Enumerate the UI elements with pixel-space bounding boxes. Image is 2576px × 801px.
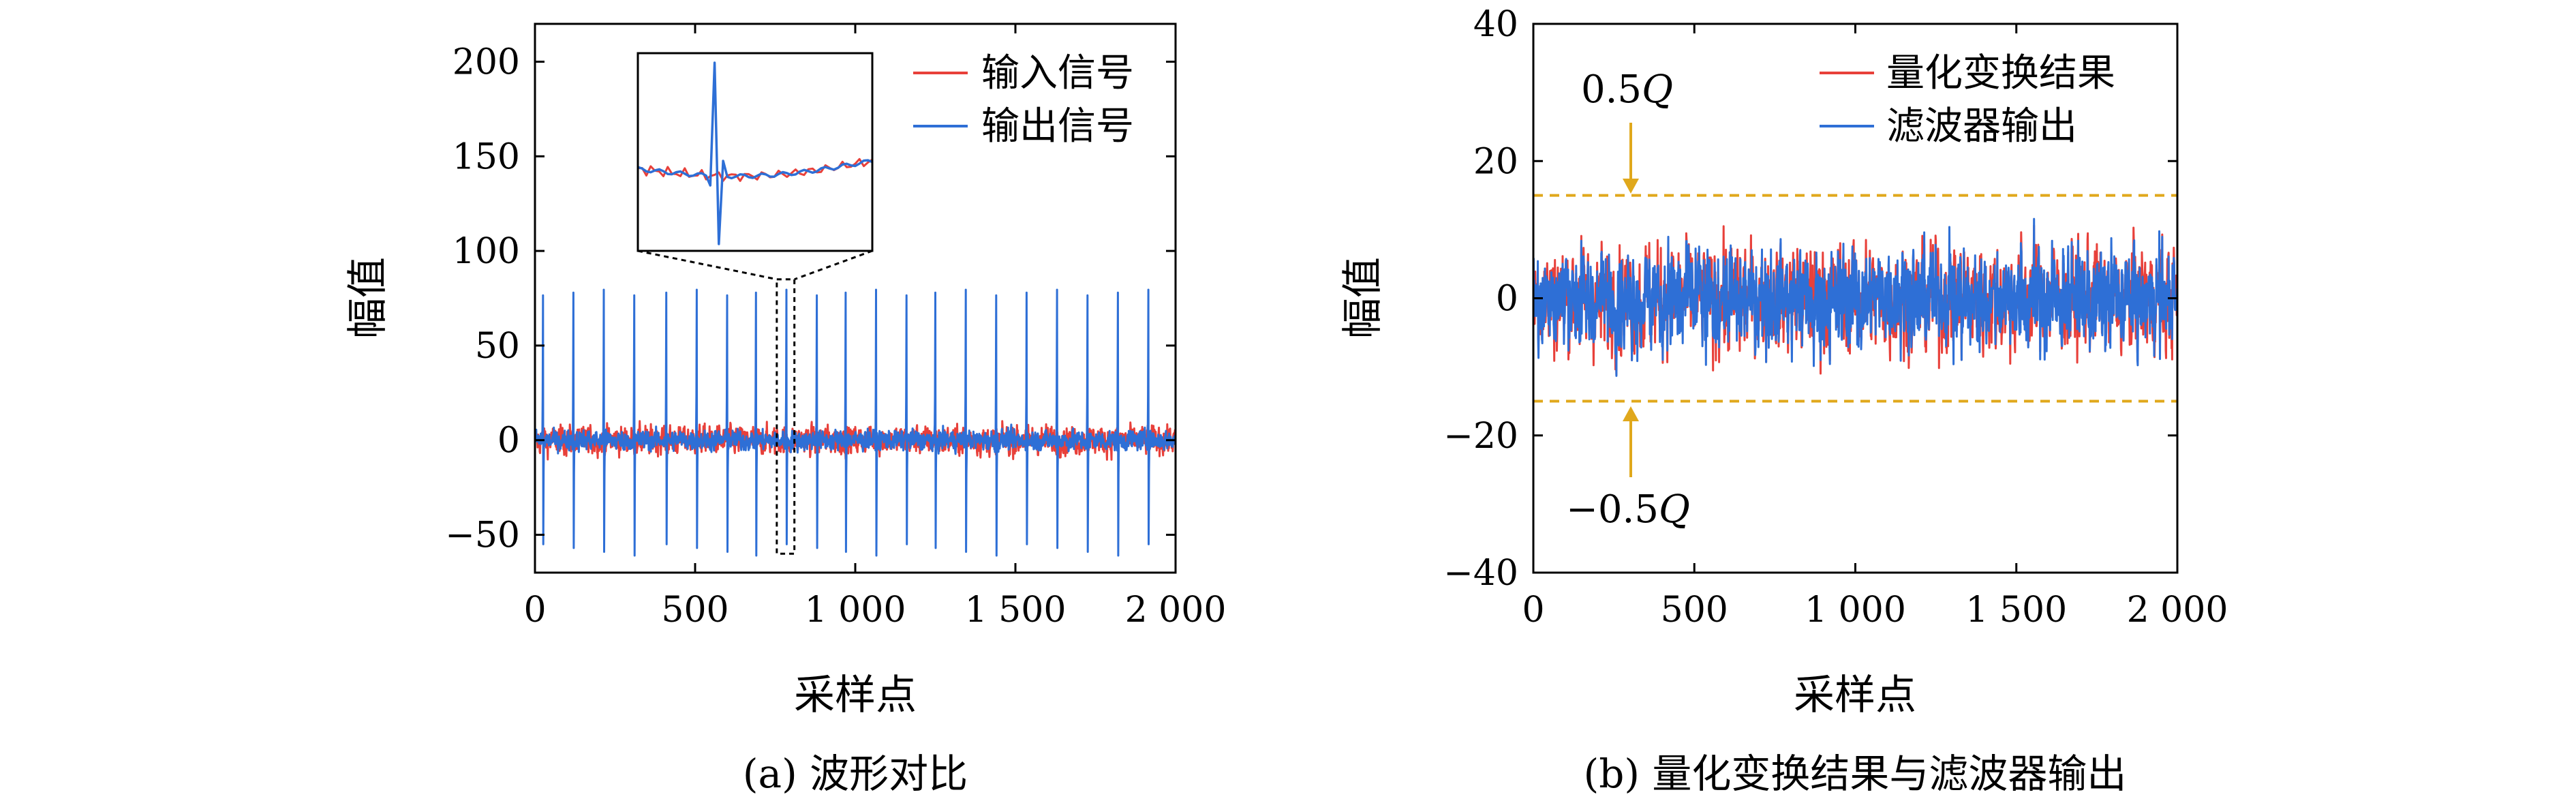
x-axis-label-a: 采样点: [794, 671, 917, 719]
b-xtick-label: 0: [1522, 590, 1544, 631]
legend-b: 量化变换结果 滤波器输出: [1820, 51, 2115, 149]
x-ticks-a: 0 500 1 000 1 500 2 000: [523, 24, 1226, 631]
b-ytick-label: −40: [1443, 553, 1518, 594]
a-ytick-label: 0: [497, 421, 520, 462]
a-xtick-label: 500: [661, 590, 729, 631]
annotation-lower-text: −0.5Q: [1566, 487, 1690, 532]
a-ytick-label: 50: [475, 326, 520, 367]
caption-b: (b) 量化变换结果与滤波器输出: [1584, 751, 2127, 797]
a-ytick-label: −50: [445, 515, 520, 556]
plot-area-b: [1533, 217, 2177, 377]
zoom-connector-right: [794, 250, 873, 281]
x-ticks-b: 0 500 1 000 1 500 2 000: [1522, 24, 2228, 631]
arrow-upper-head: [1623, 179, 1639, 194]
y-axis-label-b: 幅值: [1339, 257, 1387, 339]
b-ytick-label: −20: [1443, 416, 1518, 457]
b-xtick-label: 1 500: [1965, 590, 2067, 631]
chart-panel-b: 0 500 1 000 1 500 2 000 −40 −20 0 20 40 0.5Q −0.…: [1339, 4, 2228, 797]
b-xtick-label: 1 000: [1805, 590, 1906, 631]
a-xtick-label: 0: [523, 590, 546, 631]
zoom-region-box: [776, 278, 796, 555]
inset-line-output: [638, 61, 872, 245]
annotation-lower: −0.5Q: [1566, 406, 1690, 532]
plot-area-a: [535, 288, 1176, 557]
b-ytick-label: 0: [1496, 279, 1518, 320]
legend-label-quantized: 量化变换结果: [1886, 51, 2115, 95]
b-xtick-label: 2 000: [2127, 590, 2228, 631]
a-xtick-label: 2 000: [1125, 590, 1227, 631]
b-ytick-label: 40: [1473, 4, 1518, 45]
a-ytick-label: 100: [453, 231, 520, 272]
legend-label-output: 输出信号: [981, 104, 1134, 149]
legend-a: 输入信号 输出信号: [913, 51, 1134, 149]
reference-lines: [1533, 194, 2177, 403]
a-ytick-label: 200: [453, 42, 520, 83]
y-ticks-b: −40 −20 0 20 40: [1443, 4, 2177, 594]
y-ticks-a: −50 0 50 100 150 200: [445, 42, 1176, 556]
inset-plot: [637, 52, 874, 252]
y-axis-label-a: 幅值: [344, 257, 392, 339]
b-ytick-label: 20: [1473, 141, 1518, 182]
series-line-output: [535, 288, 1176, 557]
inset-series: [638, 61, 872, 245]
annotation-upper: 0.5Q: [1581, 67, 1673, 194]
legend-label-input: 输入信号: [981, 51, 1134, 95]
inset-frame: [637, 52, 874, 252]
arrow-lower-head: [1623, 406, 1639, 421]
a-xtick-label: 1 500: [965, 590, 1067, 631]
annotation-upper-text: 0.5Q: [1581, 67, 1673, 112]
x-axis-label-b: 采样点: [1794, 671, 1916, 719]
a-xtick-label: 1 000: [805, 590, 906, 631]
series-line-filter: [1533, 217, 2177, 377]
legend-label-filter: 滤波器输出: [1886, 104, 2077, 149]
b-xtick-label: 500: [1661, 590, 1728, 631]
zoom-connector-left: [637, 250, 778, 281]
a-ytick-label: 150: [453, 136, 520, 177]
caption-a: (a) 波形对比: [743, 751, 968, 797]
